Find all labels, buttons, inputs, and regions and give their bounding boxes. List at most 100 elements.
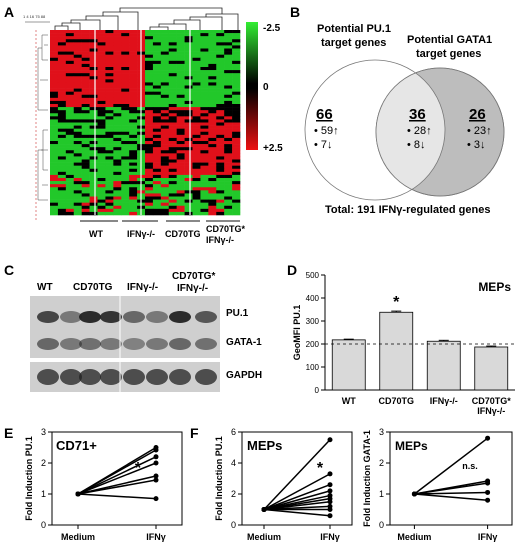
heatmap-cell bbox=[160, 60, 170, 65]
heatmap-cell bbox=[176, 205, 185, 210]
heatmap-cell bbox=[97, 122, 106, 126]
heatmap-cell bbox=[232, 30, 241, 34]
heatmap-cell bbox=[97, 60, 106, 65]
group-label-cd70tg: CD70TG bbox=[165, 229, 201, 239]
blot-band bbox=[37, 311, 59, 323]
heatmap-cell bbox=[160, 45, 170, 49]
group-label-wt: WT bbox=[89, 229, 103, 239]
heatmap-cell bbox=[152, 181, 162, 185]
heatmap-cell bbox=[208, 104, 217, 108]
heatmap-cell bbox=[160, 63, 170, 68]
heatmap-cell bbox=[73, 190, 82, 194]
heatmap-cell bbox=[184, 199, 193, 203]
heatmap-cell bbox=[121, 187, 130, 191]
heatmap-cell bbox=[224, 33, 233, 37]
chart-title: MEPs bbox=[247, 438, 282, 453]
heatmap-cell bbox=[145, 94, 154, 99]
heatmap-cell bbox=[216, 70, 225, 74]
heatmap-cell bbox=[160, 165, 170, 170]
heatmap-cell bbox=[57, 119, 67, 123]
heatmap-cell bbox=[184, 63, 193, 68]
heatmap-cell bbox=[105, 122, 114, 126]
heatmap-cell bbox=[89, 181, 98, 185]
heatmap-cell bbox=[208, 162, 217, 166]
heatmap-cell bbox=[208, 193, 217, 197]
heatmap-cell bbox=[73, 134, 82, 139]
heatmap-cell bbox=[192, 48, 201, 52]
heatmap-cell bbox=[65, 168, 75, 173]
heatmap-cell bbox=[121, 171, 130, 176]
heatmap-cell bbox=[113, 60, 122, 65]
heatmap-cell bbox=[113, 45, 122, 49]
heatmap-cell bbox=[105, 76, 114, 80]
heatmap-cell bbox=[168, 153, 177, 157]
heatmap-cell bbox=[176, 110, 185, 114]
heatmap-cell bbox=[129, 181, 138, 185]
heatmap-cell bbox=[121, 116, 130, 120]
heatmap-cell bbox=[224, 36, 233, 40]
heatmap-cell bbox=[176, 171, 185, 176]
heatmap-cell bbox=[50, 131, 59, 136]
heatmap-cell bbox=[184, 134, 193, 139]
heatmap-cell bbox=[129, 134, 138, 139]
heatmap-cell bbox=[81, 159, 90, 163]
heatmap-cell bbox=[152, 76, 162, 80]
heatmap-cell bbox=[208, 67, 217, 71]
heatmap-cell bbox=[192, 79, 201, 83]
heatmap-cell bbox=[184, 125, 193, 129]
heatmap-cell bbox=[232, 141, 241, 145]
heatmap-cell bbox=[121, 196, 130, 200]
heatmap-cell bbox=[105, 141, 114, 145]
heatmap-cell bbox=[57, 165, 67, 170]
heatmap-cell bbox=[168, 70, 177, 74]
heatmap-cell bbox=[176, 190, 185, 194]
heatmap-cell bbox=[105, 33, 114, 37]
y-tick-label: 200 bbox=[306, 340, 320, 349]
heatmap-cell bbox=[145, 51, 154, 55]
heatmap-cell bbox=[200, 171, 209, 176]
significance-marker: * bbox=[393, 294, 400, 311]
heatmap-cell bbox=[232, 104, 241, 108]
heatmap-cell bbox=[145, 33, 154, 37]
heatmap-cell bbox=[73, 159, 82, 163]
heatmap-cell bbox=[200, 181, 209, 185]
heatmap-cell bbox=[81, 116, 90, 120]
heatmap-cell bbox=[113, 144, 122, 148]
heatmap-cell bbox=[152, 196, 162, 200]
heatmap-cell bbox=[168, 30, 177, 34]
heatmap-cell bbox=[208, 76, 217, 80]
heatmap-cell bbox=[216, 104, 225, 108]
heatmap-cell bbox=[57, 205, 67, 210]
heatmap-cell bbox=[232, 97, 241, 102]
heatmap-cell bbox=[200, 122, 209, 126]
heatmap-cell bbox=[113, 174, 122, 179]
heatmap-cell bbox=[176, 39, 185, 43]
heatmap-cell bbox=[192, 202, 201, 207]
heatmap-cell bbox=[208, 88, 217, 92]
heatmap-cell bbox=[129, 119, 138, 123]
heatmap-cell bbox=[81, 134, 90, 139]
heatmap-cell bbox=[50, 168, 59, 173]
heatmap-cell bbox=[224, 199, 233, 203]
heatmap-cell bbox=[81, 45, 90, 49]
heatmap-cell bbox=[50, 147, 59, 151]
heatmap-cell bbox=[232, 85, 241, 89]
heatmap-cell bbox=[232, 190, 241, 194]
heatmap-cell bbox=[89, 88, 98, 92]
heatmap-cell bbox=[200, 97, 209, 102]
heatmap-cell bbox=[113, 196, 122, 200]
heatmap-cell bbox=[81, 184, 90, 188]
heatmap-cell bbox=[160, 76, 170, 80]
heatmap-cell bbox=[184, 202, 193, 207]
heatmap-cell bbox=[192, 33, 201, 37]
heatmap-cell bbox=[200, 82, 209, 86]
heatmap-cell bbox=[208, 196, 217, 200]
heatmap-cell bbox=[73, 122, 82, 126]
heatmap-cell bbox=[97, 107, 106, 111]
heatmap-cell bbox=[89, 91, 98, 96]
heatmap-cell bbox=[50, 70, 59, 74]
heatmap-cell bbox=[145, 193, 154, 197]
heatmap-cell bbox=[184, 171, 193, 176]
heatmap-cell bbox=[192, 122, 201, 126]
heatmap-cell bbox=[208, 73, 217, 77]
